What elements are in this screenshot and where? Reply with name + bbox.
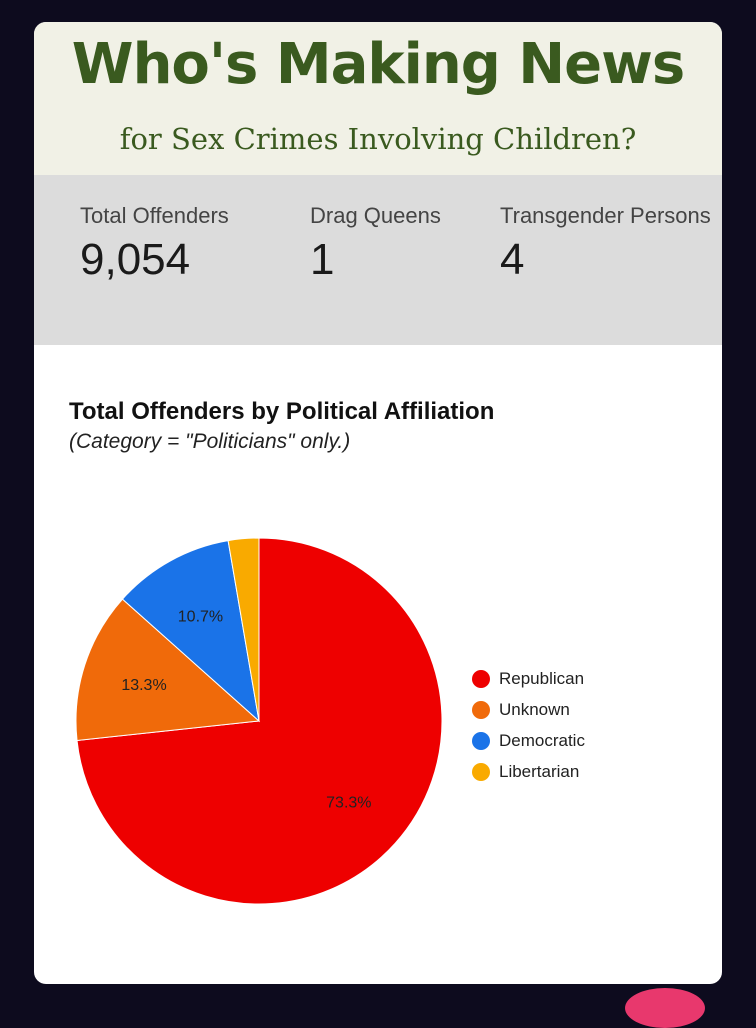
stat-total-offenders: Total Offenders 9,054 <box>80 203 229 285</box>
infographic-card: Who's Making News for Sex Crimes Involvi… <box>34 22 722 984</box>
stat-label: Total Offenders <box>80 203 229 228</box>
page-subtitle: for Sex Crimes Involving Children? <box>119 122 637 156</box>
legend-item-republican: Republican <box>472 663 585 694</box>
legend-item-libertarian: Libertarian <box>472 756 585 787</box>
legend-swatch <box>472 669 490 688</box>
pie-slice-unknown <box>75 598 261 742</box>
pie-label-republican: 73.3% <box>326 795 371 812</box>
stat-label: Drag Queens <box>310 203 441 228</box>
stats-panel: Total Offenders 9,054 Drag Queens 1 Tran… <box>34 175 722 345</box>
stat-drag-queens: Drag Queens 1 <box>310 203 441 285</box>
legend-label: Unknown <box>499 699 570 719</box>
chart-subtitle: (Category = "Politicians" only.) <box>69 430 351 453</box>
pie-chart: 73.3% 13.3% 10.7% <box>75 537 443 905</box>
legend-swatch <box>472 762 490 781</box>
legend-item-unknown: Unknown <box>472 694 585 725</box>
pie-slice-libertarian <box>227 537 260 722</box>
chart-legend: Republican Unknown Democratic Libertarian <box>472 663 585 787</box>
pie-label-unknown: 13.3% <box>121 677 166 694</box>
page-title: Who's Making News <box>71 32 685 97</box>
stat-label: Transgender Persons <box>500 203 711 228</box>
chart-title: Total Offenders by Political Affiliation <box>69 398 495 425</box>
legend-label: Libertarian <box>499 761 580 781</box>
floating-action-button[interactable] <box>625 988 705 1028</box>
stat-transgender-persons: Transgender Persons 4 <box>500 203 711 285</box>
legend-swatch <box>472 731 490 750</box>
legend-swatch <box>472 700 490 719</box>
legend-label: Republican <box>499 668 585 688</box>
stat-value: 9,054 <box>80 235 191 284</box>
stat-value: 4 <box>500 235 525 284</box>
stat-value: 1 <box>310 235 335 284</box>
pie-slice-democratic <box>121 540 260 723</box>
legend-label: Democratic <box>499 730 585 750</box>
legend-item-democratic: Democratic <box>472 725 585 756</box>
header-banner: Who's Making News for Sex Crimes Involvi… <box>34 22 722 175</box>
pie-label-democratic: 10.7% <box>178 608 223 625</box>
